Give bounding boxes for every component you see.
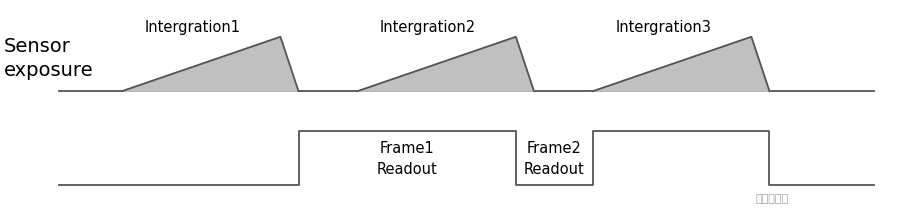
Polygon shape [357,37,534,91]
Text: Sensor
exposure: Sensor exposure [5,37,94,80]
Text: Intergration1: Intergration1 [144,20,240,35]
Text: Intergration2: Intergration2 [380,20,476,35]
Text: Intergration3: Intergration3 [615,20,711,35]
Text: Frame2
Readout: Frame2 Readout [524,141,584,177]
Text: Frame1
Readout: Frame1 Readout [377,141,438,177]
Polygon shape [122,37,299,91]
Polygon shape [593,37,770,91]
Text: 智智最前沿: 智智最前沿 [756,194,789,204]
